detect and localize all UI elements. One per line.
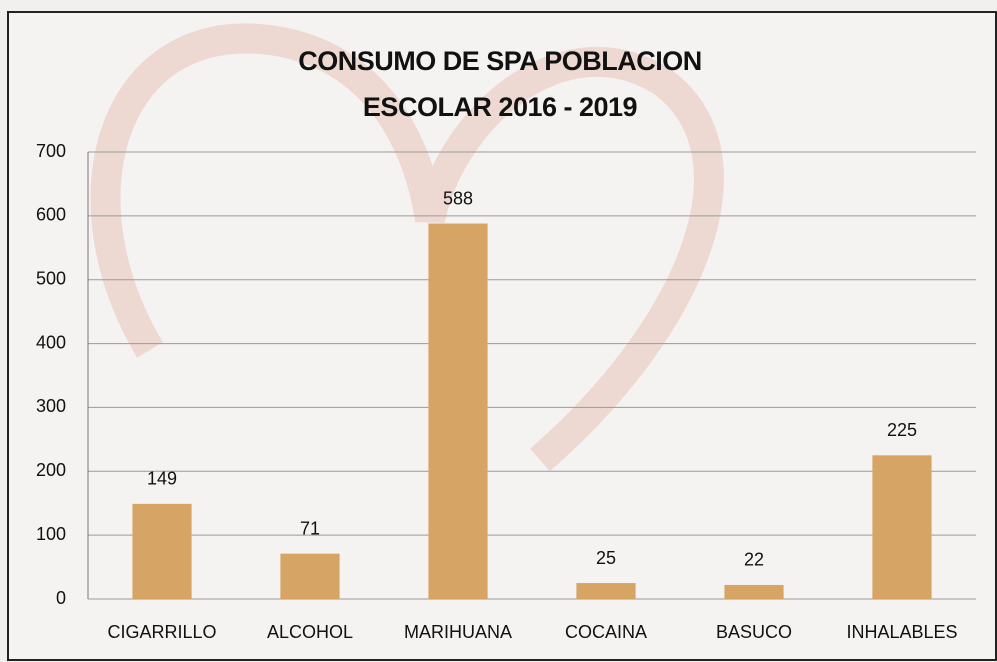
bar bbox=[872, 455, 932, 599]
y-tick-label: 0 bbox=[56, 588, 66, 608]
x-tick-label: BASUCO bbox=[716, 622, 792, 642]
x-tick-label: COCAINA bbox=[565, 622, 647, 642]
bar bbox=[428, 223, 488, 599]
bar bbox=[280, 553, 340, 599]
y-tick-label: 600 bbox=[36, 205, 66, 225]
y-tick-label: 200 bbox=[36, 460, 66, 480]
watermark-heart bbox=[90, 23, 724, 472]
data-label: 71 bbox=[300, 518, 320, 538]
data-label: 149 bbox=[147, 469, 177, 489]
y-tick-label: 700 bbox=[36, 141, 66, 161]
x-tick-label: ALCOHOL bbox=[267, 622, 353, 642]
data-label: 22 bbox=[744, 550, 764, 570]
x-tick-label: INHALABLES bbox=[846, 622, 957, 642]
y-tick-label: 400 bbox=[36, 332, 66, 352]
bar bbox=[132, 503, 192, 599]
data-label: 225 bbox=[887, 420, 917, 440]
x-tick-label: CIGARRILLO bbox=[107, 622, 216, 642]
x-tick-label: MARIHUANA bbox=[404, 622, 512, 642]
data-label: 25 bbox=[596, 548, 616, 568]
y-tick-label: 300 bbox=[36, 396, 66, 416]
bar bbox=[576, 583, 636, 599]
data-label: 588 bbox=[443, 188, 473, 208]
chart-title: CONSUMO DE SPA POBLACION ESCOLAR 2016 - … bbox=[298, 46, 702, 122]
bar bbox=[724, 584, 784, 599]
y-tick-label: 100 bbox=[36, 524, 66, 544]
y-tick-label: 500 bbox=[36, 268, 66, 288]
